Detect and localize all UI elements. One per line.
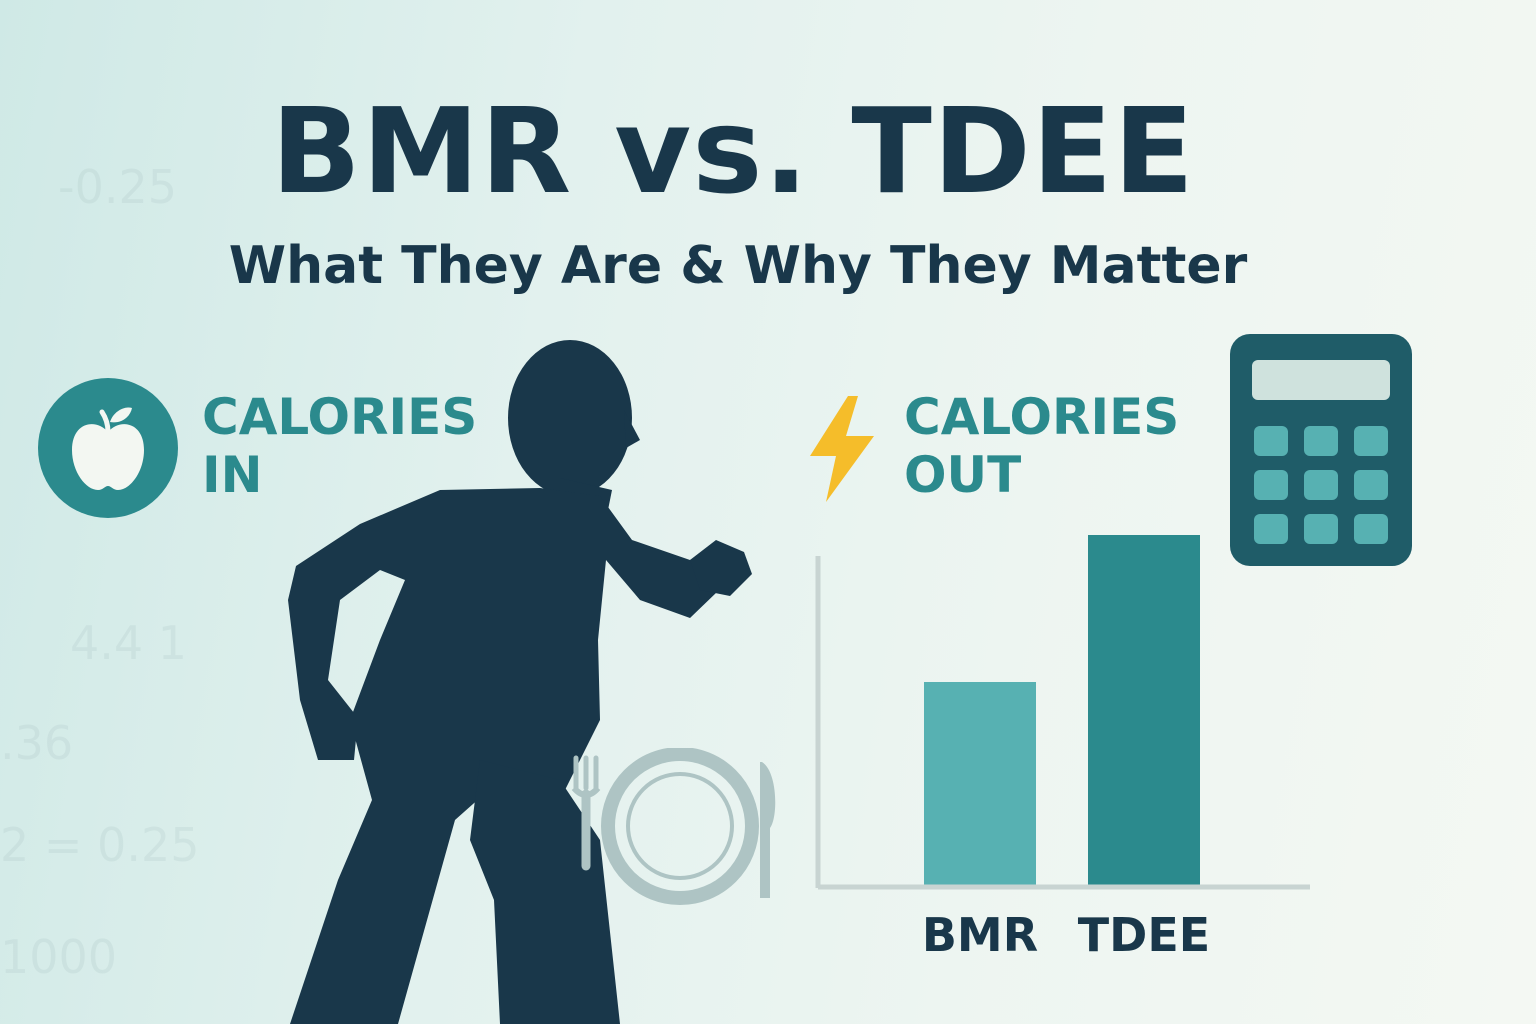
background-number: 1000 <box>0 930 118 984</box>
calories-in-line2: IN <box>202 446 263 504</box>
calories-out-label: CALORIES OUT <box>904 388 1179 504</box>
calculator-key <box>1254 470 1288 500</box>
calculator-key <box>1304 470 1338 500</box>
bar-bmr <box>924 682 1036 885</box>
calories-in-line1: CALORIES <box>202 388 478 446</box>
plate-and-cutlery-icon <box>571 748 776 905</box>
tick-label-bmr: BMR <box>921 908 1039 962</box>
calculator-key <box>1354 470 1388 500</box>
background-number: 4.4 1 <box>70 616 188 670</box>
calculator-screen <box>1252 360 1390 400</box>
calculator-key <box>1254 514 1288 544</box>
calculator-key <box>1254 426 1288 456</box>
calories-out-line1: CALORIES <box>904 388 1180 446</box>
bmr-tdee-bar-chart <box>815 535 1310 890</box>
calculator-key <box>1304 514 1338 544</box>
calculator-key <box>1354 426 1388 456</box>
tick-label-tdee: TDEE <box>1077 908 1211 962</box>
background-number: 2 = 0.25 <box>0 818 200 872</box>
calculator-icon <box>1230 334 1412 566</box>
background-number: .36 <box>0 716 74 770</box>
calculator-key <box>1354 514 1388 544</box>
calories-in-label: CALORIES IN <box>202 388 477 504</box>
background-number: -0.25 <box>58 160 178 214</box>
calories-out-line2: OUT <box>904 446 1022 504</box>
page-subtitle: What They Are & Why They Matter <box>228 236 1248 296</box>
apple-icon <box>38 378 178 518</box>
lightning-bolt-icon <box>810 396 874 502</box>
bar-tdee <box>1088 535 1200 885</box>
page-title: BMR vs. TDEE <box>270 82 1196 220</box>
calculator-key <box>1304 426 1338 456</box>
